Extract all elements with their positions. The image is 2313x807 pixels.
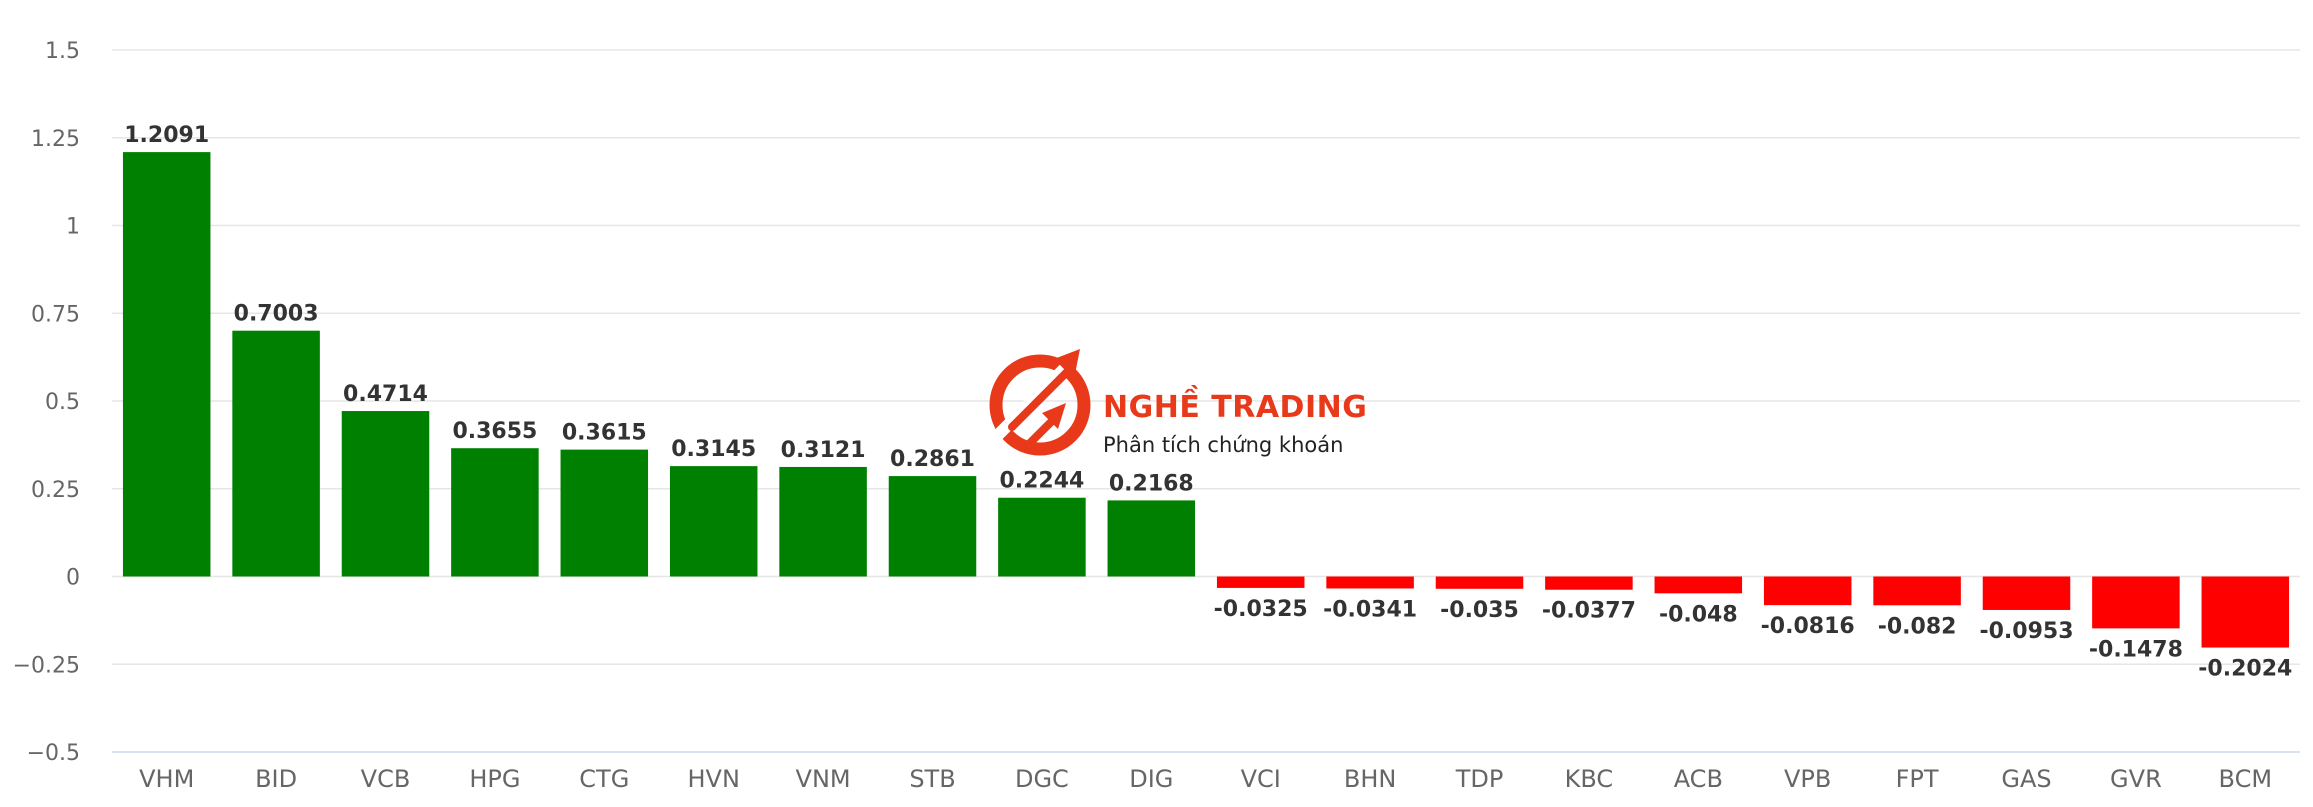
trend-arrows-logo-icon bbox=[989, 349, 1091, 456]
x-tick-label: ACB bbox=[1674, 765, 1723, 793]
bar-bhn[interactable] bbox=[1326, 576, 1414, 589]
x-tick-label: KBC bbox=[1565, 765, 1614, 793]
bar-dig[interactable] bbox=[1107, 500, 1196, 577]
logo-arrow-1 bbox=[1008, 367, 1072, 431]
watermark-brand: NGHỀ TRADING bbox=[1103, 385, 1367, 425]
bar-hvn[interactable] bbox=[669, 466, 758, 577]
x-tick-label: FPT bbox=[1896, 765, 1939, 793]
x-tick-label: BCM bbox=[2219, 765, 2273, 793]
bar-dgc[interactable] bbox=[998, 497, 1086, 577]
data-label: -0.035 bbox=[1440, 598, 1519, 623]
x-tick-label: HVN bbox=[687, 765, 739, 793]
x-tick-label: VNM bbox=[796, 765, 851, 793]
data-label: 0.3145 bbox=[671, 437, 756, 462]
x-tick-label: TDP bbox=[1455, 765, 1504, 793]
y-axis-ticks: 1.5 1.25 1 0.75 0.5 0.25 0 −0.25 −0.5 bbox=[13, 39, 80, 766]
bar-vhm[interactable] bbox=[122, 152, 211, 577]
y-tick-label: −0.5 bbox=[27, 741, 80, 766]
logo-arrowhead-2 bbox=[1042, 403, 1066, 429]
data-label: 1.2091 bbox=[124, 123, 209, 148]
bar-vci[interactable] bbox=[1216, 576, 1305, 588]
data-label: 0.4714 bbox=[343, 382, 428, 407]
y-tick-label: 1.25 bbox=[31, 127, 80, 152]
data-label: 0.7003 bbox=[234, 302, 319, 327]
data-label: -0.048 bbox=[1659, 602, 1738, 627]
x-tick-label: GVR bbox=[2110, 765, 2162, 793]
bar-gvr[interactable] bbox=[2092, 576, 2180, 629]
data-label: -0.1478 bbox=[2089, 637, 2183, 662]
bar-acb[interactable] bbox=[1654, 576, 1743, 594]
data-label: 0.2244 bbox=[999, 469, 1084, 494]
data-label: -0.0953 bbox=[1979, 619, 2073, 644]
x-tick-label: BHN bbox=[1344, 765, 1396, 793]
y-tick-label: 0.5 bbox=[45, 390, 80, 415]
data-label: 0.3121 bbox=[781, 438, 866, 463]
logo-arrowhead-1 bbox=[1054, 349, 1080, 379]
bar-bid[interactable] bbox=[232, 330, 320, 577]
y-tick-label: −0.25 bbox=[13, 653, 80, 678]
x-tick-label: DGC bbox=[1015, 765, 1069, 793]
data-label: -0.0341 bbox=[1323, 597, 1417, 622]
logo-ring bbox=[989, 354, 1091, 456]
x-tick-label: HPG bbox=[469, 765, 520, 793]
bar-kbc[interactable] bbox=[1545, 576, 1633, 590]
x-tick-label: VCB bbox=[361, 765, 411, 793]
bar-ctg[interactable] bbox=[560, 449, 649, 577]
data-label: 0.3615 bbox=[562, 421, 647, 446]
x-axis-ticks: VHM BID VCB HPG CTG HVN VNM STB DGC DIG VCI BHN TDP K… bbox=[139, 765, 2272, 793]
bar-hpg[interactable] bbox=[451, 448, 539, 577]
bar-vpb[interactable] bbox=[1763, 576, 1852, 606]
data-label: 0.2861 bbox=[890, 447, 975, 472]
x-tick-label: DIG bbox=[1129, 765, 1173, 793]
bar-stb[interactable] bbox=[888, 476, 977, 577]
y-tick-label: 1.5 bbox=[45, 39, 80, 64]
grid-lines bbox=[112, 49, 2300, 665]
data-label: -0.0816 bbox=[1761, 614, 1855, 639]
y-tick-label: 0.75 bbox=[31, 302, 80, 327]
data-labels: 1.2091 0.7003 0.4714 0.3655 0.3615 0.3145 0.31… bbox=[124, 123, 2292, 681]
y-tick-label: 0 bbox=[66, 566, 80, 591]
x-tick-label: GAS bbox=[2001, 765, 2051, 793]
watermark-logo: NGHỀ TRADING Phân tích chứng khoán bbox=[989, 349, 1367, 457]
bar-gas[interactable] bbox=[1982, 576, 2071, 610]
x-tick-label: BID bbox=[255, 765, 297, 793]
logo-gap bbox=[991, 358, 1075, 442]
x-tick-label: VCI bbox=[1241, 765, 1281, 793]
bar-bcm[interactable] bbox=[2201, 576, 2290, 648]
bar-vcb[interactable] bbox=[341, 411, 430, 577]
data-label: -0.0377 bbox=[1542, 599, 1636, 624]
data-label: 0.2168 bbox=[1109, 471, 1194, 496]
x-tick-label: STB bbox=[909, 765, 955, 793]
x-tick-label: VHM bbox=[139, 765, 194, 793]
watermark-tagline: Phân tích chứng khoán bbox=[1103, 433, 1343, 457]
y-tick-label: 0.25 bbox=[31, 478, 80, 503]
y-tick-label: 1 bbox=[66, 215, 80, 240]
bar-tdp[interactable] bbox=[1435, 576, 1524, 589]
bars bbox=[122, 152, 2290, 648]
bar-fpt[interactable] bbox=[1873, 576, 1961, 606]
data-label: -0.2024 bbox=[2198, 657, 2292, 682]
data-label: -0.082 bbox=[1878, 614, 1957, 639]
data-label: 0.3655 bbox=[452, 419, 537, 444]
x-tick-label: VPB bbox=[1784, 765, 1831, 793]
x-tick-label: CTG bbox=[579, 765, 629, 793]
data-label: -0.0325 bbox=[1214, 597, 1308, 622]
bar-vnm[interactable] bbox=[779, 466, 867, 577]
